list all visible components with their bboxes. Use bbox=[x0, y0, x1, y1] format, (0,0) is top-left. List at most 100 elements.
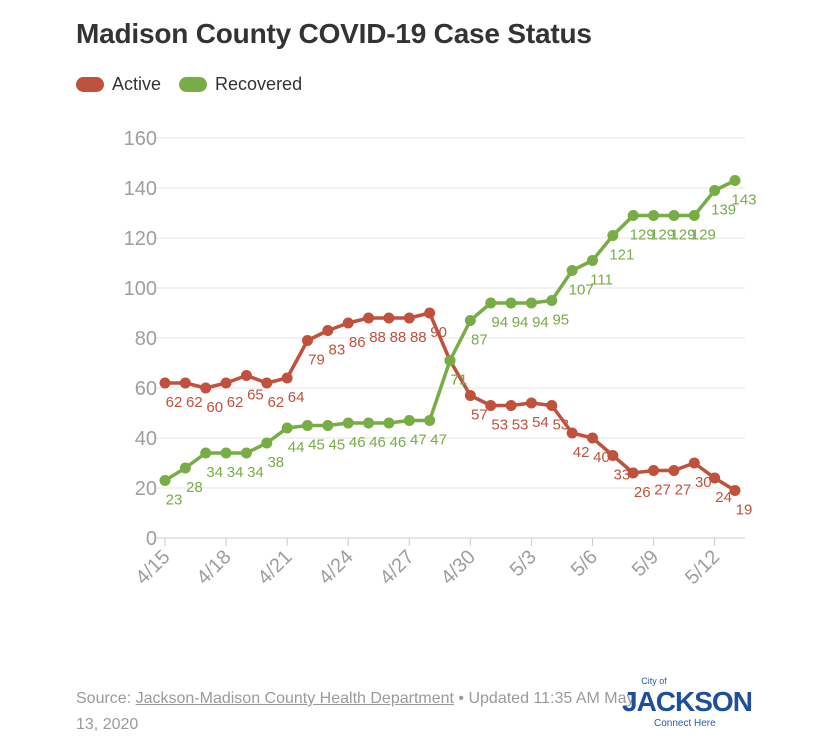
data-point-recovered[interactable] bbox=[363, 417, 375, 429]
data-point-recovered[interactable] bbox=[709, 185, 721, 196]
y-tick-label: 60 bbox=[135, 378, 157, 400]
data-label-active: 27 bbox=[675, 482, 692, 499]
updated-timestamp: Updated 11:35 AM May 13, 2020 bbox=[76, 690, 635, 733]
data-point-recovered[interactable] bbox=[261, 437, 273, 449]
data-point-active[interactable] bbox=[587, 432, 598, 444]
data-point-active[interactable] bbox=[322, 325, 334, 336]
data-label-recovered: 129 bbox=[630, 227, 655, 244]
data-label-active: 57 bbox=[471, 407, 488, 424]
data-point-recovered[interactable] bbox=[668, 210, 680, 221]
data-label-recovered: 87 bbox=[471, 332, 488, 349]
data-point-recovered[interactable] bbox=[505, 297, 517, 309]
data-point-recovered[interactable] bbox=[607, 230, 619, 241]
data-point-active[interactable] bbox=[179, 377, 191, 389]
data-point-active[interactable] bbox=[220, 377, 232, 389]
data-point-recovered[interactable] bbox=[383, 417, 395, 429]
data-point-active[interactable] bbox=[688, 457, 700, 469]
data-label-active: 53 bbox=[552, 417, 569, 434]
legend-item-active[interactable]: Active bbox=[76, 74, 161, 95]
city-of-jackson-logo[interactable]: City of JACKSON Connect Here bbox=[622, 676, 753, 736]
data-point-active[interactable] bbox=[729, 485, 741, 496]
legend-label-active: Active bbox=[112, 74, 162, 94]
data-point-recovered[interactable] bbox=[546, 295, 558, 306]
data-point-recovered[interactable] bbox=[525, 297, 537, 309]
y-tick-label: 80 bbox=[135, 328, 157, 350]
data-point-recovered[interactable] bbox=[729, 175, 741, 186]
data-point-active[interactable] bbox=[159, 377, 171, 389]
data-label-recovered: 107 bbox=[569, 282, 594, 299]
data-point-recovered[interactable] bbox=[302, 420, 313, 431]
data-label-active: 27 bbox=[654, 482, 671, 499]
data-point-recovered[interactable] bbox=[444, 355, 456, 366]
data-point-recovered[interactable] bbox=[200, 447, 212, 459]
data-point-active[interactable] bbox=[342, 317, 354, 329]
data-point-recovered[interactable] bbox=[464, 315, 476, 326]
data-point-recovered[interactable] bbox=[322, 420, 334, 431]
logo-tagline: Connect Here bbox=[654, 718, 716, 729]
data-label-recovered: 47 bbox=[430, 432, 447, 449]
data-point-recovered[interactable] bbox=[220, 447, 232, 459]
data-point-active[interactable] bbox=[464, 390, 476, 401]
data-point-active[interactable] bbox=[648, 465, 660, 476]
data-point-recovered[interactable] bbox=[648, 210, 660, 221]
data-point-recovered[interactable] bbox=[159, 475, 171, 486]
data-point-active[interactable] bbox=[281, 372, 293, 384]
data-point-recovered[interactable] bbox=[566, 265, 578, 276]
data-label-active: 54 bbox=[532, 414, 549, 431]
y-tick-label: 160 bbox=[124, 128, 157, 150]
x-tick-label: 4/24 bbox=[315, 546, 358, 589]
data-point-active[interactable] bbox=[566, 427, 578, 439]
data-label-recovered: 143 bbox=[731, 192, 756, 209]
data-point-recovered[interactable] bbox=[281, 422, 293, 434]
chart-title: Madison County COVID-19 Case Status bbox=[76, 18, 592, 49]
x-tick-label: 4/27 bbox=[376, 546, 419, 589]
data-point-recovered[interactable] bbox=[587, 255, 598, 266]
data-point-active[interactable] bbox=[607, 450, 619, 461]
y-tick-label: 0 bbox=[146, 528, 157, 550]
data-label-active: 62 bbox=[166, 394, 183, 411]
data-point-active[interactable] bbox=[709, 472, 721, 484]
data-point-active[interactable] bbox=[200, 382, 212, 394]
source-link[interactable]: Jackson-Madison County Health Department bbox=[135, 690, 454, 707]
x-tick-label: 4/15 bbox=[131, 546, 174, 589]
data-point-active[interactable] bbox=[668, 465, 680, 476]
data-point-active[interactable] bbox=[261, 377, 273, 389]
data-point-recovered[interactable] bbox=[342, 417, 354, 429]
data-point-active[interactable] bbox=[240, 370, 252, 381]
data-label-recovered: 34 bbox=[247, 464, 264, 481]
data-label-recovered: 46 bbox=[390, 434, 407, 451]
y-axis-ticks: 0 20 40 60 80 100 120 140 160 bbox=[124, 128, 157, 550]
data-point-active[interactable] bbox=[546, 400, 558, 411]
data-point-active[interactable] bbox=[505, 400, 517, 411]
data-point-recovered[interactable] bbox=[240, 447, 252, 459]
data-label-active: 53 bbox=[512, 417, 529, 434]
data-label-active: 64 bbox=[288, 389, 305, 406]
data-point-active[interactable] bbox=[403, 312, 415, 324]
x-tick-label: 5/3 bbox=[506, 546, 541, 581]
data-point-recovered[interactable] bbox=[688, 210, 700, 221]
data-point-active[interactable] bbox=[627, 467, 639, 479]
data-label-active: 33 bbox=[614, 467, 631, 484]
data-label-recovered: 45 bbox=[308, 437, 325, 454]
data-point-recovered[interactable] bbox=[403, 415, 415, 426]
data-point-recovered[interactable] bbox=[627, 210, 639, 221]
data-label-recovered: 71 bbox=[451, 372, 468, 389]
data-point-active[interactable] bbox=[383, 312, 395, 324]
data-point-active[interactable] bbox=[302, 335, 313, 346]
data-point-recovered[interactable] bbox=[179, 462, 191, 474]
data-point-active[interactable] bbox=[525, 397, 537, 409]
legend-item-recovered[interactable]: Recovered bbox=[179, 74, 302, 95]
data-point-recovered[interactable] bbox=[485, 297, 497, 309]
data-point-active[interactable] bbox=[424, 307, 436, 319]
data-label-recovered: 94 bbox=[532, 314, 549, 331]
legend-label-recovered: Recovered bbox=[215, 74, 303, 94]
data-point-recovered[interactable] bbox=[424, 415, 436, 426]
data-point-active[interactable] bbox=[363, 312, 375, 324]
data-label-recovered: 129 bbox=[670, 227, 695, 244]
data-label-recovered: 38 bbox=[267, 454, 284, 471]
data-point-active[interactable] bbox=[485, 400, 497, 411]
series-lines bbox=[159, 175, 741, 496]
data-label-recovered: 34 bbox=[227, 464, 244, 481]
data-label-recovered: 34 bbox=[206, 464, 223, 481]
y-tick-label: 120 bbox=[124, 228, 157, 250]
